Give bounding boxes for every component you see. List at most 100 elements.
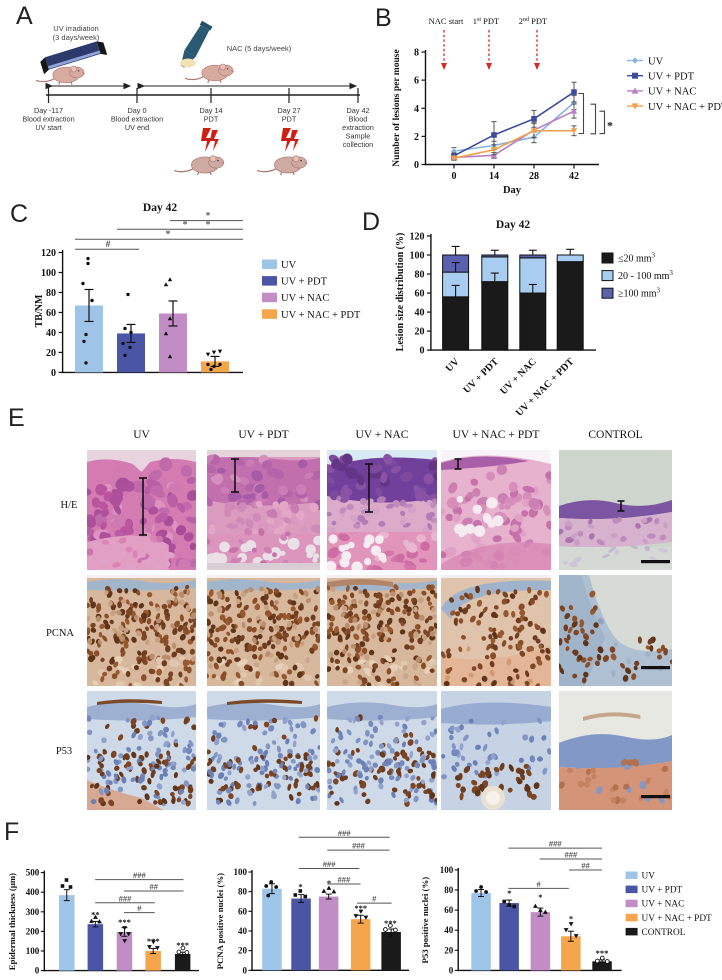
svg-text:#: # — [537, 879, 542, 889]
svg-text:*: * — [206, 212, 211, 222]
svg-text:NAC (5 days/week): NAC (5 days/week) — [227, 44, 292, 53]
svg-text:F: F — [4, 818, 19, 846]
svg-text:UV + PDT: UV + PDT — [461, 356, 501, 396]
svg-text:Day 42: Day 42 — [346, 106, 369, 115]
svg-text:###: ### — [352, 841, 366, 851]
svg-text:100: 100 — [440, 865, 454, 875]
svg-text:Lesion size distribution (%): Lesion size distribution (%) — [395, 233, 406, 352]
svg-text:Sample: Sample — [346, 132, 371, 141]
svg-text:UV + PDT: UV + PDT — [281, 277, 328, 288]
svg-text:#: # — [106, 240, 111, 250]
svg-text:60: 60 — [46, 308, 56, 319]
svg-text:extraction: extraction — [342, 123, 374, 132]
svg-text:*: * — [607, 119, 613, 133]
svg-text:NAC start: NAC start — [429, 16, 464, 26]
svg-text:2: 2 — [414, 132, 419, 143]
svg-text:20: 20 — [444, 945, 454, 955]
svg-text:###: ### — [338, 875, 352, 885]
svg-text:80: 80 — [415, 270, 425, 281]
svg-text:Blood extraction: Blood extraction — [111, 115, 163, 124]
svg-text:B: B — [375, 4, 392, 32]
svg-text:UV + NAC + PDT: UV + NAC + PDT — [453, 429, 540, 441]
svg-text:P53 positive nuclei (%): P53 positive nuclei (%) — [420, 877, 430, 964]
svg-text:*: * — [183, 220, 188, 230]
svg-text:***: *** — [596, 948, 609, 958]
svg-text:UV: UV — [648, 56, 664, 67]
svg-text:###: ### — [549, 839, 563, 849]
svg-text:**: ** — [91, 910, 100, 920]
svg-text:UV + NAC + PDT: UV + NAC + PDT — [648, 102, 722, 113]
svg-text:0: 0 — [420, 346, 425, 357]
svg-text:Day -117: Day -117 — [34, 106, 63, 115]
svg-text:≥100 mm3: ≥100 mm3 — [618, 287, 661, 300]
svg-text:UV + NAC: UV + NAC — [642, 900, 685, 910]
svg-text:40: 40 — [444, 925, 454, 935]
svg-text:PCNA: PCNA — [46, 628, 74, 639]
svg-text:CONTROL: CONTROL — [642, 928, 686, 938]
svg-text:*: * — [538, 892, 542, 902]
svg-text:PDT: PDT — [282, 115, 297, 124]
svg-text:###: ### — [133, 870, 147, 880]
svg-text:PDT: PDT — [204, 115, 219, 124]
svg-text:42: 42 — [569, 171, 579, 182]
svg-text:P53: P53 — [56, 746, 72, 757]
svg-text:*: * — [206, 221, 211, 231]
svg-text:UV + PDT: UV + PDT — [648, 72, 695, 83]
svg-text:400: 400 — [26, 887, 40, 897]
svg-text:*: * — [507, 888, 511, 898]
svg-text:Day 42: Day 42 — [496, 219, 530, 231]
svg-text:UV + NAC + PDT: UV + NAC + PDT — [281, 310, 361, 321]
svg-text:#: # — [137, 903, 142, 913]
svg-text:*: * — [327, 878, 331, 888]
svg-text:20: 20 — [415, 327, 425, 338]
svg-text:TB/NM: TB/NM — [34, 294, 45, 327]
svg-text:20 - 100 mm3: 20 - 100 mm3 — [618, 269, 673, 282]
svg-text:***: *** — [354, 903, 367, 913]
svg-text:Number of lesions per mouse: Number of lesions per mouse — [392, 49, 402, 166]
svg-text:60: 60 — [238, 906, 248, 916]
svg-text:###: ### — [323, 859, 337, 869]
svg-text:UV + NAC: UV + NAC — [648, 87, 696, 98]
svg-text:0: 0 — [414, 160, 419, 171]
svg-text:collection: collection — [343, 140, 373, 149]
svg-text:80: 80 — [238, 887, 248, 897]
svg-text:Blood: Blood — [349, 115, 368, 124]
svg-text:###: ### — [119, 893, 133, 903]
svg-text:***: *** — [384, 918, 397, 928]
svg-text:80: 80 — [444, 885, 454, 895]
svg-text:300: 300 — [26, 907, 40, 917]
svg-text:Day 42: Day 42 — [143, 202, 177, 214]
svg-text:0: 0 — [449, 965, 454, 975]
svg-text:≤20 mm3: ≤20 mm3 — [618, 252, 656, 265]
svg-text:PCNA positive nuclei (%): PCNA positive nuclei (%) — [215, 873, 225, 970]
svg-text:60: 60 — [444, 905, 454, 915]
svg-text:UV: UV — [133, 429, 150, 441]
svg-text:A: A — [16, 2, 33, 30]
svg-text:##: ## — [581, 861, 590, 871]
svg-text:120: 120 — [410, 231, 425, 242]
svg-text:20: 20 — [238, 946, 248, 956]
svg-text:0: 0 — [51, 368, 56, 379]
svg-text:14: 14 — [489, 171, 499, 182]
svg-text:UV + NAC: UV + NAC — [356, 429, 409, 441]
svg-text:###: ### — [564, 850, 578, 860]
svg-text:***: *** — [118, 917, 131, 927]
svg-text:#: # — [372, 894, 377, 904]
svg-text:Epidermal thickness (μm): Epidermal thickness (μm) — [7, 873, 17, 970]
svg-text:Blood extraction: Blood extraction — [22, 115, 74, 124]
svg-text:0: 0 — [35, 966, 40, 976]
svg-text:40: 40 — [46, 328, 56, 339]
svg-text:*: * — [569, 914, 573, 924]
svg-text:60: 60 — [415, 289, 425, 300]
svg-text:D: D — [362, 208, 380, 236]
svg-text:C: C — [10, 200, 28, 228]
svg-text:UV: UV — [281, 260, 297, 271]
svg-text:100: 100 — [410, 251, 425, 262]
svg-text:20: 20 — [46, 348, 56, 359]
svg-text:6: 6 — [414, 76, 419, 87]
svg-text:H/E: H/E — [61, 500, 78, 511]
svg-text:100: 100 — [234, 867, 248, 877]
svg-text:###: ### — [338, 828, 352, 838]
svg-text:*: * — [166, 230, 171, 240]
svg-text:4: 4 — [414, 104, 419, 115]
